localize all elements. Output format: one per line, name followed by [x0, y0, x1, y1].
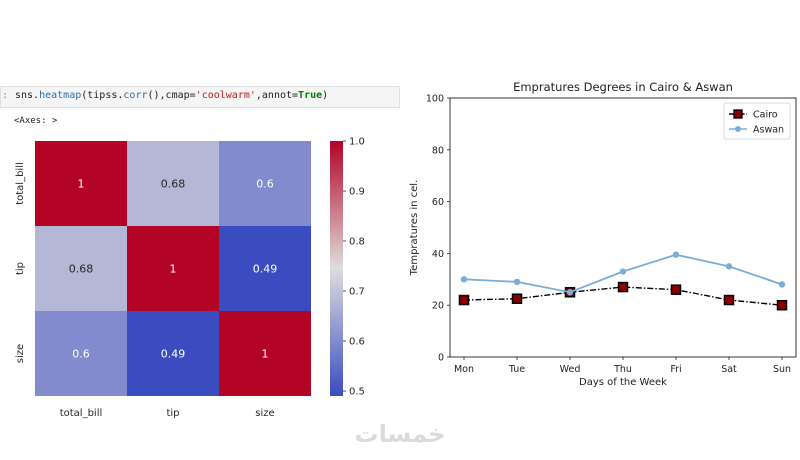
heatmap-annotation: 0.68 — [161, 178, 186, 191]
heatmap-cell — [219, 311, 311, 396]
plot-frame — [449, 97, 797, 358]
colorbar-tick-label: 0.9 — [349, 187, 365, 198]
y-tick-label: 20 — [432, 301, 444, 312]
heatmap-cell — [35, 311, 127, 396]
code-prefix: sns. — [15, 90, 40, 101]
code-method: corr — [123, 90, 148, 101]
cell-output: <Axes: > — [14, 116, 58, 126]
legend-marker-cairo — [733, 109, 743, 119]
series-point-cairo — [617, 281, 629, 293]
series-point-aswan — [778, 281, 786, 288]
heatmap-cell — [35, 226, 127, 311]
heatmap-annotation: 0.49 — [161, 348, 186, 361]
series-point-aswan — [513, 278, 521, 286]
code-args-mid: (),cmap= — [147, 90, 196, 101]
colorbar-tick-label: 0.8 — [349, 237, 365, 248]
x-axis-label: Days of the Week — [579, 377, 667, 388]
cell-prompt: : — [2, 90, 9, 101]
code-fn: heatmap — [39, 90, 82, 101]
heatmap-annotation: 1 — [262, 348, 269, 361]
code-string: 'coolwarm' — [195, 90, 256, 101]
code-args-end: ,annot= — [255, 90, 299, 101]
y-tick-label: 40 — [432, 249, 444, 260]
series-point-aswan — [460, 276, 468, 283]
series-point-cairo — [511, 293, 523, 304]
y-tick-label: 60 — [432, 197, 444, 208]
legend-marker-aswan — [735, 126, 741, 132]
heatmap-col-label: tip — [166, 408, 179, 419]
heatmap-cell — [35, 141, 127, 226]
code-keyword: True — [298, 90, 323, 101]
heatmap-col-label: size — [255, 408, 274, 419]
heatmap-annotation: 0.68 — [69, 263, 94, 276]
colorbar-tick-label: 0.7 — [349, 287, 365, 298]
x-tick-label: Sun — [773, 364, 791, 375]
series-point-cairo — [723, 294, 735, 306]
heatmap-cell — [219, 226, 311, 311]
watermark-logo: خمسات — [354, 420, 446, 448]
colorbar-tick-label: 0.6 — [349, 337, 365, 348]
y-tick-label: 80 — [432, 145, 444, 156]
x-tick-label: Mon — [454, 364, 474, 375]
series-point-aswan — [619, 268, 627, 275]
x-tick-label: Fri — [670, 364, 681, 375]
code-line[interactable]: sns.heatmap(tipss.corr(),cmap='coolwarm'… — [15, 90, 328, 101]
series-point-cairo — [670, 284, 682, 295]
heatmap-cell — [219, 141, 311, 226]
heatmap-row-label: tip — [15, 262, 26, 275]
heatmap-cell — [127, 226, 219, 311]
heatmap-row-label: total_bill — [15, 162, 26, 205]
series-point-aswan — [725, 263, 733, 270]
y-axis-label: Tempratures in cel. — [409, 180, 420, 276]
series-point-cairo — [776, 299, 788, 311]
code-args-open: (tipss. — [81, 90, 124, 101]
heatmap-annotation: 0.6 — [72, 348, 90, 361]
x-tick-label: Thu — [613, 364, 632, 375]
series-point-cairo — [458, 294, 470, 306]
code-close: ) — [322, 90, 329, 101]
chart-title: Empratures Degrees in Cairo & Aswan — [513, 80, 733, 94]
heatmap-cell — [127, 141, 219, 226]
heatmap-annotation: 0.49 — [253, 263, 278, 276]
colorbar — [330, 141, 343, 396]
legend-label-cairo: Cairo — [753, 110, 778, 121]
x-tick-label: Sat — [721, 364, 737, 375]
series-point-aswan — [566, 289, 574, 296]
heatmap-annotation: 0.6 — [256, 178, 274, 191]
heatmap-col-label: total_bill — [60, 408, 103, 419]
line-chart: Empratures Degrees in Cairo & Aswan 0 20 40… — [409, 80, 797, 388]
code-cell[interactable]: : sns.heatmap(tipss.corr(),cmap='coolwar… — [0, 86, 400, 108]
y-tick-label: 0 — [438, 353, 444, 364]
colorbar-tick-label: 0.5 — [349, 387, 365, 398]
heatmap-annotation: 1 — [170, 263, 177, 276]
heatmap-cell — [127, 311, 219, 396]
y-tick-label: 100 — [426, 94, 444, 105]
series-point-aswan — [672, 251, 680, 258]
x-tick-label: Wed — [560, 364, 581, 375]
x-tick-label: Tue — [508, 364, 525, 375]
colorbar-tick-label: 1.0 — [349, 137, 365, 148]
heatmap-annotation: 1 — [78, 178, 85, 191]
legend-label-aswan: Aswan — [753, 125, 784, 136]
heatmap-row-label: size — [15, 344, 26, 363]
